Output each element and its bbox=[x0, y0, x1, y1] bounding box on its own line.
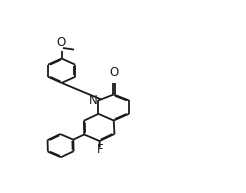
Text: O: O bbox=[109, 66, 118, 79]
Text: N: N bbox=[89, 94, 98, 107]
Text: O: O bbox=[56, 36, 65, 49]
Text: F: F bbox=[96, 143, 103, 156]
